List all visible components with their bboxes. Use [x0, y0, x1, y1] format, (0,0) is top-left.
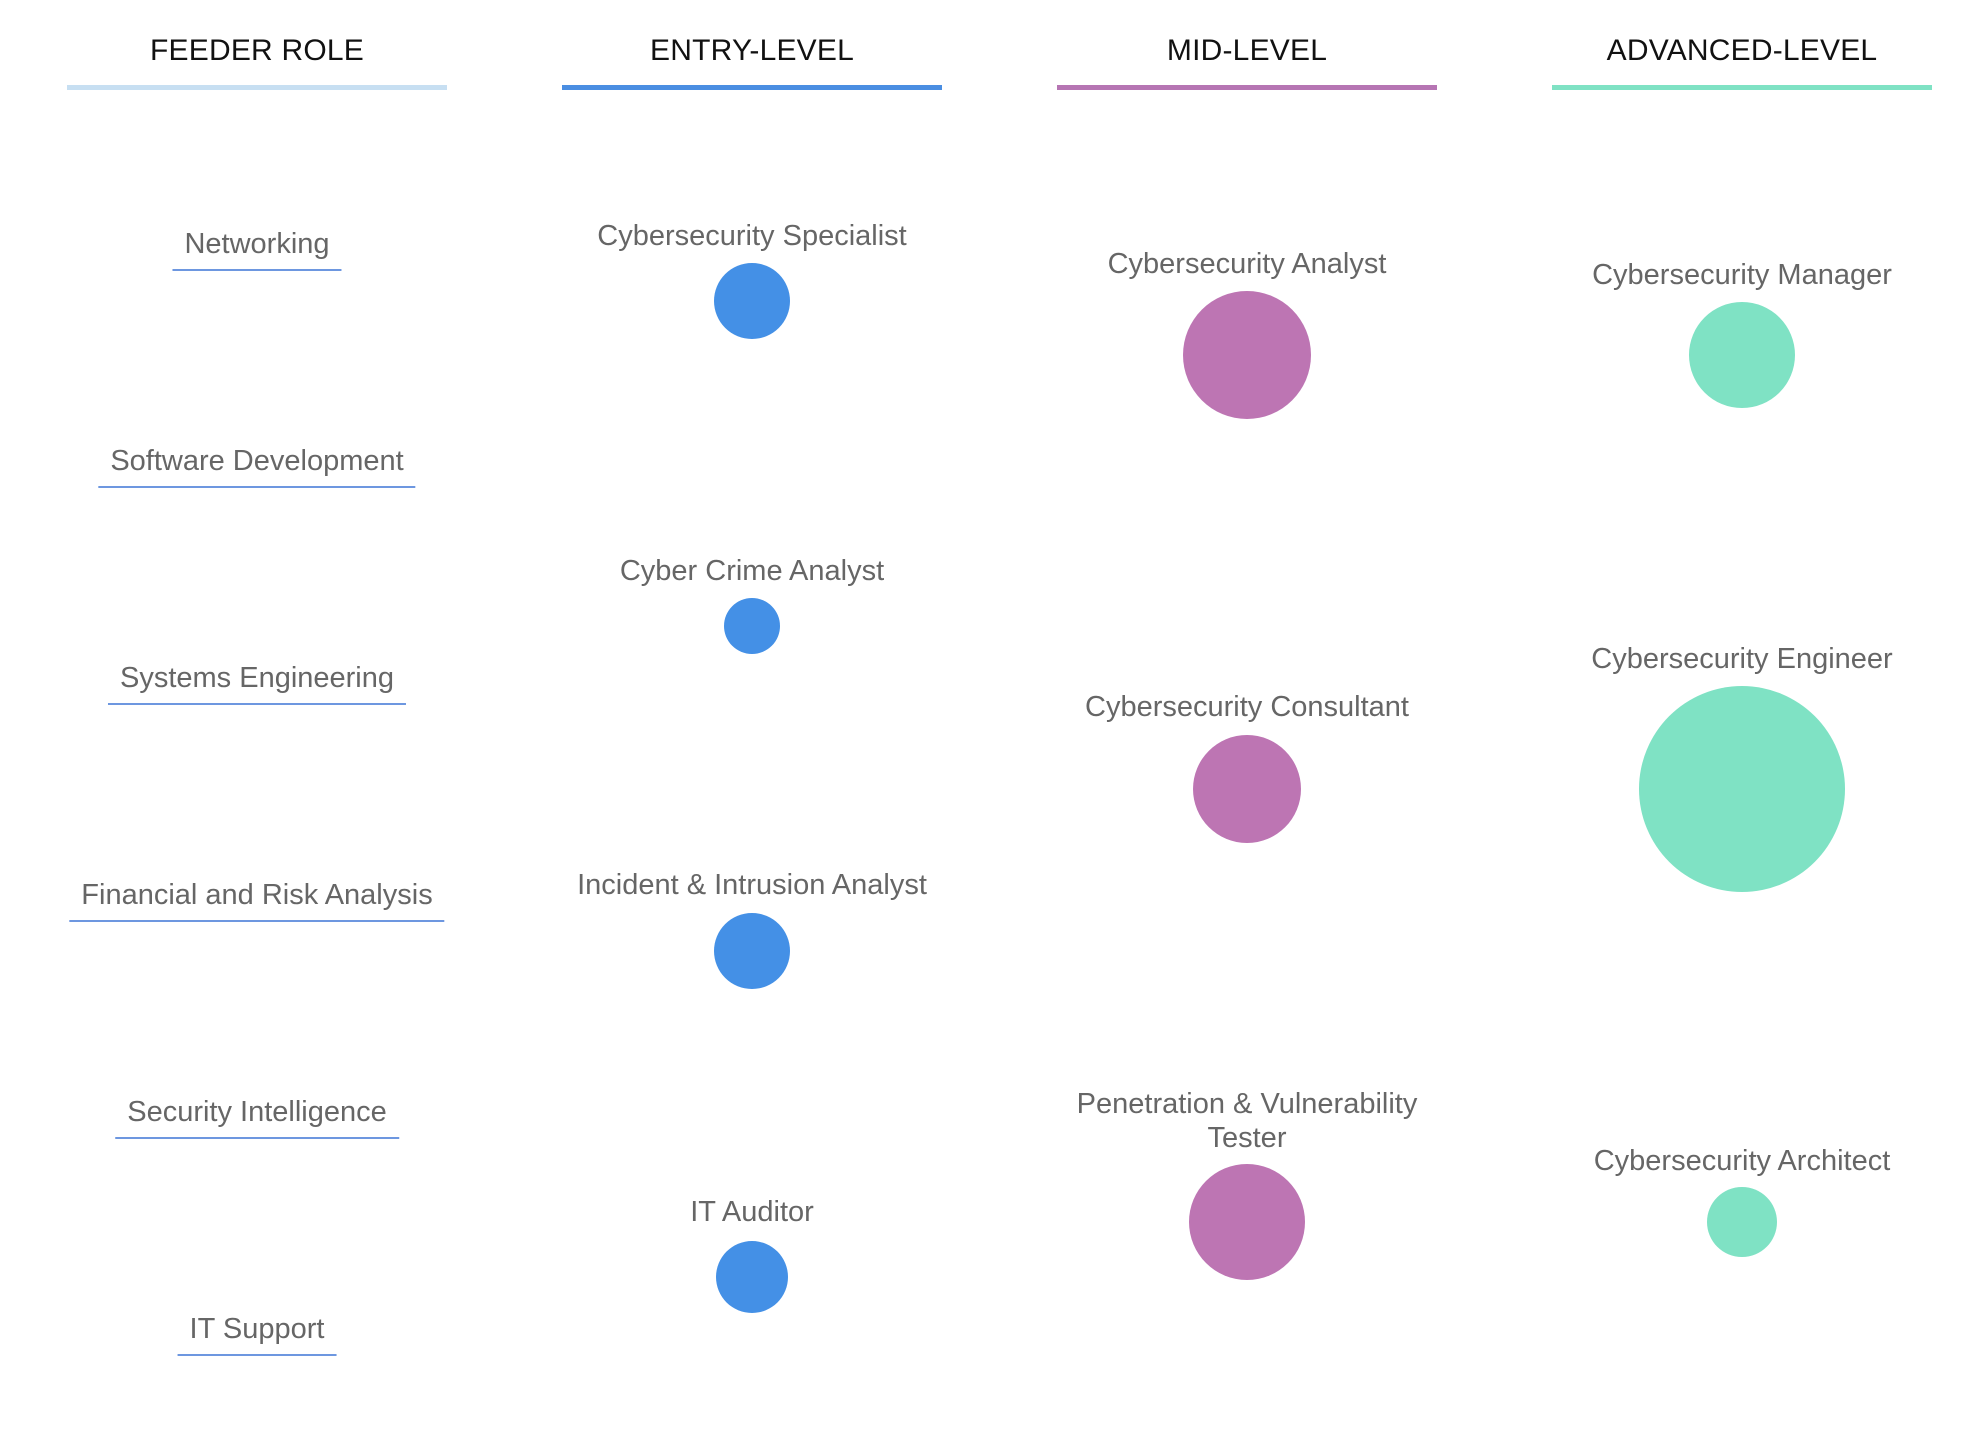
role-label: Cybersecurity Architect [1593, 1145, 1891, 1177]
feeder-role-label[interactable]: Security Intelligence [115, 1096, 399, 1139]
role-label: IT Auditor [690, 1196, 814, 1228]
advanced-role-cybersecurity-engineer-label: Cybersecurity Engineer [1591, 642, 1892, 676]
advanced-role-cybersecurity-architect-bubble[interactable] [1707, 1187, 1777, 1257]
role-label: Cybersecurity Specialist [597, 220, 907, 252]
feeder-role-systems-engineering[interactable]: Systems Engineering [107, 662, 407, 705]
column-header-entry-level: ENTRY-LEVEL [650, 34, 854, 67]
role-label: Cybersecurity Analyst [1107, 248, 1387, 280]
column-header-feeder-role: FEEDER ROLE [150, 34, 364, 67]
entry-role-cybersecurity-specialist-label: Cybersecurity Specialist [597, 219, 906, 253]
advanced-role-cybersecurity-manager-label: Cybersecurity Manager [1592, 258, 1892, 292]
role-label: Cybersecurity Manager [1592, 259, 1892, 291]
mid-role-penetration-vulnerability-tester-label: Penetration & Vulnerability Tester [1077, 1087, 1418, 1155]
mid-role-cybersecurity-analyst-label: Cybersecurity Analyst [1108, 247, 1387, 281]
entry-role-incident-intrusion-analyst-label: Incident & Intrusion Analyst [577, 868, 927, 902]
feeder-role-networking[interactable]: Networking [172, 228, 342, 271]
feeder-role-label[interactable]: IT Support [177, 1313, 337, 1356]
mid-role-cybersecurity-consultant-bubble[interactable] [1193, 735, 1301, 843]
column-header-mid-level: MID-LEVEL [1166, 34, 1328, 67]
feeder-role-financial-risk-analysis[interactable]: Financial and Risk Analysis [69, 879, 445, 922]
feeder-role-it-support[interactable]: IT Support [177, 1313, 337, 1356]
column-underline-entry-level [562, 85, 942, 90]
feeder-role-security-intelligence[interactable]: Security Intelligence [115, 1096, 399, 1139]
advanced-role-cybersecurity-architect-label: Cybersecurity Architect [1594, 1144, 1891, 1178]
advanced-role-cybersecurity-manager-bubble[interactable] [1689, 302, 1795, 408]
entry-role-cybersecurity-specialist-bubble[interactable] [714, 263, 790, 339]
entry-role-cyber-crime-analyst-bubble[interactable] [724, 598, 780, 654]
mid-role-penetration-vulnerability-tester-bubble[interactable] [1189, 1164, 1305, 1280]
entry-role-it-auditor-label: IT Auditor [690, 1195, 814, 1229]
column-underline-mid-level [1057, 85, 1437, 90]
feeder-role-label[interactable]: Networking [172, 228, 342, 271]
feeder-role-label[interactable]: Systems Engineering [107, 662, 407, 705]
advanced-role-cybersecurity-engineer-bubble[interactable] [1639, 686, 1845, 892]
role-label-line2: Tester [1207, 1122, 1287, 1154]
column-header-advanced-level: ADVANCED-LEVEL [1606, 34, 1878, 67]
column-underline-feeder-role [67, 85, 447, 90]
role-label: Cybersecurity Engineer [1591, 643, 1893, 675]
entry-role-cyber-crime-analyst-label: Cyber Crime Analyst [620, 554, 884, 588]
feeder-role-label[interactable]: Financial and Risk Analysis [69, 879, 445, 922]
role-label: Cyber Crime Analyst [619, 555, 885, 587]
role-label: Incident & Intrusion Analyst [577, 869, 927, 901]
role-label-line1: Penetration & Vulnerability [1076, 1088, 1418, 1120]
role-label: Cybersecurity Consultant [1085, 691, 1409, 723]
column-underline-advanced-level [1552, 85, 1932, 90]
entry-role-incident-intrusion-analyst-bubble[interactable] [714, 913, 790, 989]
mid-role-cybersecurity-consultant-label: Cybersecurity Consultant [1085, 690, 1409, 724]
entry-role-it-auditor-bubble[interactable] [716, 1241, 788, 1313]
mid-role-cybersecurity-analyst-bubble[interactable] [1183, 291, 1311, 419]
feeder-role-label[interactable]: Software Development [98, 445, 416, 488]
feeder-role-software-development[interactable]: Software Development [98, 445, 416, 488]
